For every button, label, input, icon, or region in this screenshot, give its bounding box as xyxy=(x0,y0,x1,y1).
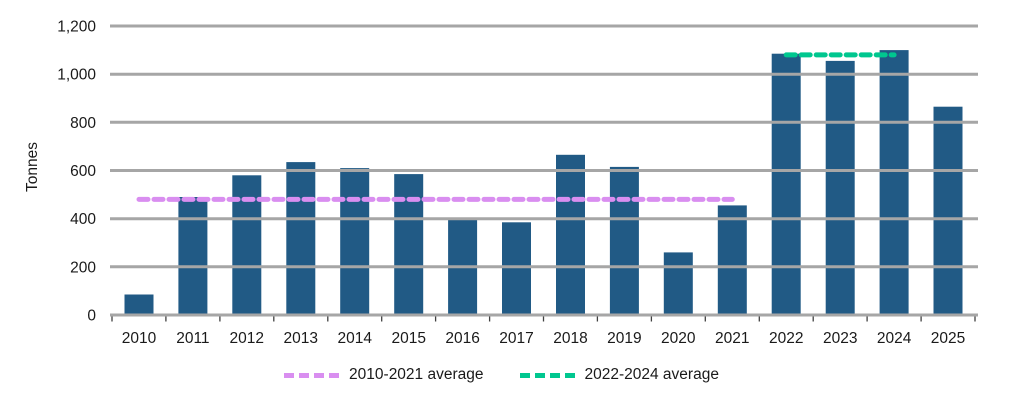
green-dashed-line-swatch xyxy=(519,372,576,378)
x-tick-label-2017: 2017 xyxy=(499,330,533,347)
legend-label: 2010-2021 average xyxy=(349,366,484,383)
y-tick-label-200: 200 xyxy=(70,259,96,276)
y-tick-label-1,200: 1,200 xyxy=(57,19,96,36)
y-tick-label-400: 400 xyxy=(70,211,96,228)
x-tick-label-2023: 2023 xyxy=(823,330,857,347)
bar-2019 xyxy=(609,166,639,315)
x-tick-label-2010: 2010 xyxy=(122,330,157,347)
y-tick-label-800: 800 xyxy=(70,115,96,132)
legend-label: 2022-2024 average xyxy=(584,366,719,383)
x-tick-label-2021: 2021 xyxy=(715,330,749,347)
bar-2025 xyxy=(933,106,963,315)
bar-2013 xyxy=(286,162,316,315)
bar-2014 xyxy=(340,168,370,315)
x-tick-label-2014: 2014 xyxy=(337,330,372,347)
bar-2022 xyxy=(771,53,801,315)
purple-dashed-line-swatch xyxy=(284,372,341,378)
bar-2024 xyxy=(879,50,909,315)
chart-legend: 2010-2021 average 2022-2024 average xyxy=(0,366,1011,384)
x-tick-label-2022: 2022 xyxy=(769,330,803,347)
x-tick-label-2019: 2019 xyxy=(607,330,641,347)
bar-2012 xyxy=(232,175,262,315)
x-tick-label-2024: 2024 xyxy=(877,330,912,347)
x-tick-label-2018: 2018 xyxy=(553,330,587,347)
y-tick-label-0: 0 xyxy=(87,308,96,325)
x-tick-label-2016: 2016 xyxy=(445,330,479,347)
bar-2018 xyxy=(556,154,585,315)
bar-2017 xyxy=(502,222,531,315)
legend-item-2022-2024-average: 2022-2024 average xyxy=(519,366,719,384)
bar-2020 xyxy=(663,252,693,315)
y-axis-title: Tonnes xyxy=(24,142,41,192)
bar-2010 xyxy=(124,294,154,315)
bar-2011 xyxy=(178,197,208,315)
bar-2021 xyxy=(717,205,747,315)
x-tick-label-2025: 2025 xyxy=(931,330,965,347)
x-tick-label-2020: 2020 xyxy=(661,330,696,347)
bar-2015 xyxy=(394,174,424,315)
x-tick-label-2015: 2015 xyxy=(391,330,425,347)
chart-canvas: 0 200 400 600 800 1,000 1,200 2010 2011 2012 2013 2… xyxy=(24,19,978,347)
legend-item-2010-2021-average: 2010-2021 average xyxy=(284,366,484,384)
y-tick-label-1,000: 1,000 xyxy=(57,67,96,84)
x-tick-label-2013: 2013 xyxy=(284,330,318,347)
y-tick-label-600: 600 xyxy=(70,163,96,180)
x-tick-label-2012: 2012 xyxy=(230,330,264,347)
bar-2023 xyxy=(825,60,855,316)
x-tick-label-2011: 2011 xyxy=(176,330,209,347)
